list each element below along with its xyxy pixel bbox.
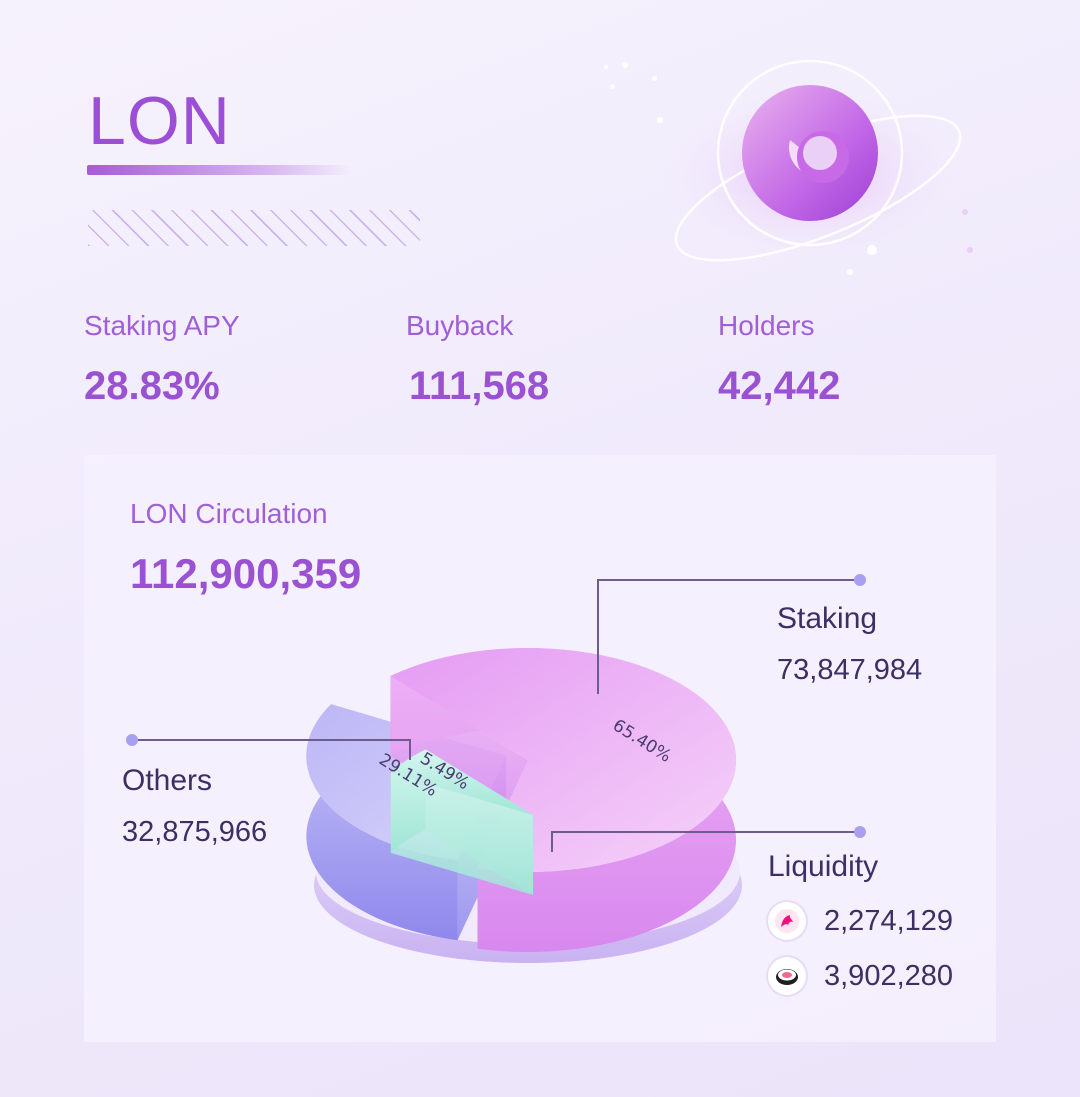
- leader-line: [597, 579, 860, 694]
- stat-staking-apy: Staking APY 28.83%: [84, 310, 240, 409]
- stat-value: 28.83%: [84, 364, 220, 408]
- leader-line: [132, 739, 411, 760]
- pie-slice-staking: [390, 648, 736, 873]
- sparkle-dots: [600, 60, 660, 100]
- legend-staking-value: 73,847,984: [777, 654, 923, 686]
- sushiswap-icon: [768, 957, 806, 995]
- pie-slice-side: [306, 704, 458, 941]
- legend-liquidity-title: Liquidity: [768, 850, 879, 883]
- circulation-value: 112,900,359: [130, 550, 362, 597]
- legend-others-title: Others: [122, 764, 213, 797]
- stat-label: Buyback: [406, 310, 514, 341]
- pie-slice-liquidity: [390, 749, 533, 815]
- leader-line: [551, 831, 860, 852]
- stat-label: Holders: [718, 310, 815, 341]
- liquidity-row-uniswap: 2,274,129: [768, 902, 953, 940]
- leader-dot: [854, 574, 866, 586]
- liquidity-row-sushiswap: 3,902,280: [768, 957, 953, 995]
- title-underline: [87, 165, 352, 175]
- stat-label: Staking APY: [84, 310, 240, 341]
- stat-holders: Holders 42,442: [718, 310, 840, 409]
- hatch-decoration: [88, 210, 420, 246]
- lon-logo-icon: [657, 59, 973, 275]
- legend-others-value: 32,875,966: [122, 816, 268, 848]
- stat-value: 42,442: [718, 364, 841, 408]
- liquidity-value: 3,902,280: [824, 959, 954, 992]
- stat-buyback: Buyback 111,568: [406, 310, 549, 409]
- circulation-label: LON Circulation: [130, 498, 328, 529]
- page-title: LON: [88, 83, 231, 159]
- leader-dot: [126, 734, 138, 746]
- uniswap-icon: [768, 902, 806, 940]
- stat-value: 111,568: [409, 364, 550, 408]
- legend-staking-title: Staking: [777, 602, 878, 635]
- liquidity-value: 2,274,129: [824, 904, 954, 937]
- leader-dot: [854, 826, 866, 838]
